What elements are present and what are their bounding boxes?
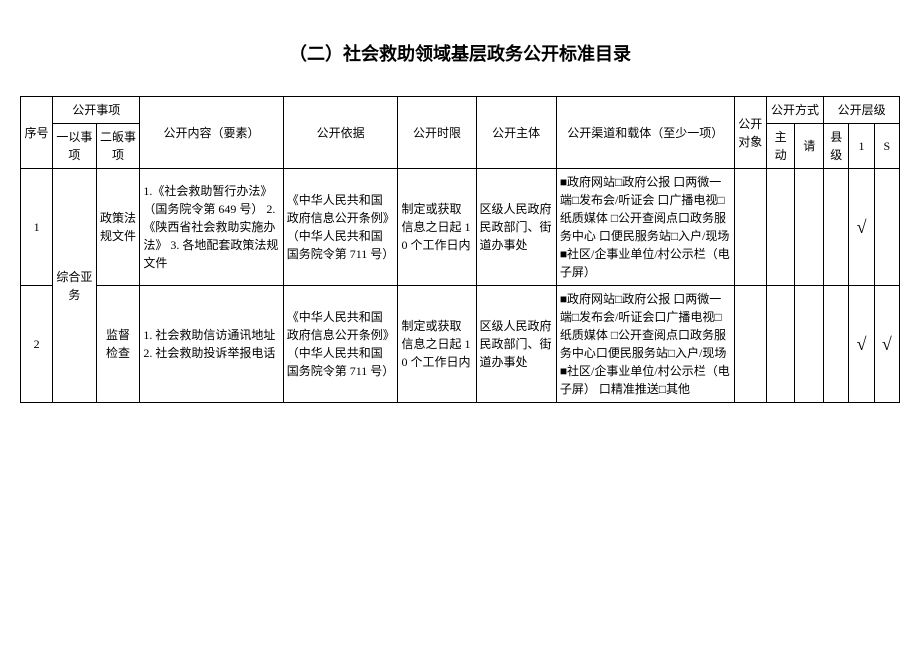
cell-c1: √ <box>849 286 874 403</box>
standards-table: 序号 公开事项 公开内容（要素） 公开依据 公开时限 公开主体 公开渠道和载体（… <box>20 96 900 403</box>
cell-subject: 区级人民政府民政部门、街道办事处 <box>476 169 556 286</box>
cell-req <box>795 286 824 403</box>
cell-basis: 《中华人民共和国政府信息公开条例》（中华人民共和国国务院令第 711 号） <box>283 286 398 403</box>
col-active: 主动 <box>766 124 795 169</box>
col-county: 县级 <box>824 124 849 169</box>
col-seq: 序号 <box>21 97 53 169</box>
cell-active <box>766 286 795 403</box>
cell-c1: √ <box>849 169 874 286</box>
cell-channel: ■政府网站□政府公报 口两微一端□发布会/听证会口广播电视□纸质媒体 □公开查阅… <box>556 286 734 403</box>
col-s: S <box>874 124 899 169</box>
col-channel: 公开渠道和载体（至少一项） <box>556 97 734 169</box>
cell-time: 制定或获取信息之日起 10 个工作日内 <box>398 286 476 403</box>
cell-seq: 2 <box>21 286 53 403</box>
col-time: 公开时限 <box>398 97 476 169</box>
cell-active <box>766 169 795 286</box>
cell-l2: 监督 检查 <box>96 286 140 403</box>
cell-obj <box>734 169 766 286</box>
col-1: 1 <box>849 124 874 169</box>
cell-subject: 区级人民政府民政部门、街道办事处 <box>476 286 556 403</box>
cell-l2: 政策法规文件 <box>96 169 140 286</box>
cell-basis: 《中华人民共和国政府信息公开条例》（中华人民共和国国务院令第 711 号） <box>283 169 398 286</box>
cell-county <box>824 169 849 286</box>
cell-l1: 综合亚务 <box>53 169 97 403</box>
table-row: 1 综合亚务 政策法规文件 1.《社会救助暂行办法》（国务院令第 649 号） … <box>21 169 900 286</box>
col-l1: 一以事项 <box>53 124 97 169</box>
cell-seq: 1 <box>21 169 53 286</box>
col-basis: 公开依据 <box>283 97 398 169</box>
cell-cS: √ <box>874 286 899 403</box>
table-row: 2 监督 检查 1. 社会救助信访通讯地址 2. 社会救助投诉举报电话 《中华人… <box>21 286 900 403</box>
col-method: 公开方式 <box>766 97 823 124</box>
cell-content: 1. 社会救助信访通讯地址 2. 社会救助投诉举报电话 <box>140 286 283 403</box>
cell-cS <box>874 169 899 286</box>
col-req: 请 <box>795 124 824 169</box>
cell-content: 1.《社会救助暂行办法》（国务院令第 649 号） 2.《陕西省社会救助实施办法… <box>140 169 283 286</box>
col-l2: 二皈事项 <box>96 124 140 169</box>
page-title: （二）社会救助领域基层政务公开标准目录 <box>20 40 900 66</box>
col-obj: 公开对象 <box>734 97 766 169</box>
cell-req <box>795 169 824 286</box>
col-level: 公开层级 <box>824 97 900 124</box>
cell-channel: ■政府网站□政府公报 口两微一端□发布会/听证会 口广播电视□纸质媒体 □公开查… <box>556 169 734 286</box>
cell-obj <box>734 286 766 403</box>
cell-time: 制定或获取信息之日起 10 个工作日内 <box>398 169 476 286</box>
col-content: 公开内容（要素） <box>140 97 283 169</box>
cell-county <box>824 286 849 403</box>
col-subject: 公开主体 <box>476 97 556 169</box>
col-matter: 公开事项 <box>53 97 140 124</box>
